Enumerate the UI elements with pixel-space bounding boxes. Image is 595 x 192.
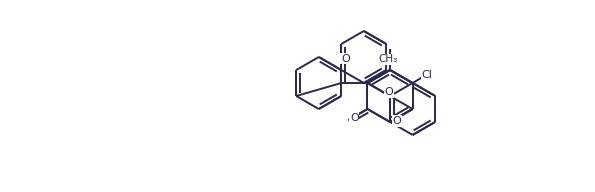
Text: Cl: Cl [421,70,432,80]
Text: CH₃: CH₃ [378,54,397,64]
Text: O: O [393,116,402,126]
Text: O: O [350,113,359,123]
Text: O: O [341,54,350,64]
Text: O: O [384,87,393,97]
